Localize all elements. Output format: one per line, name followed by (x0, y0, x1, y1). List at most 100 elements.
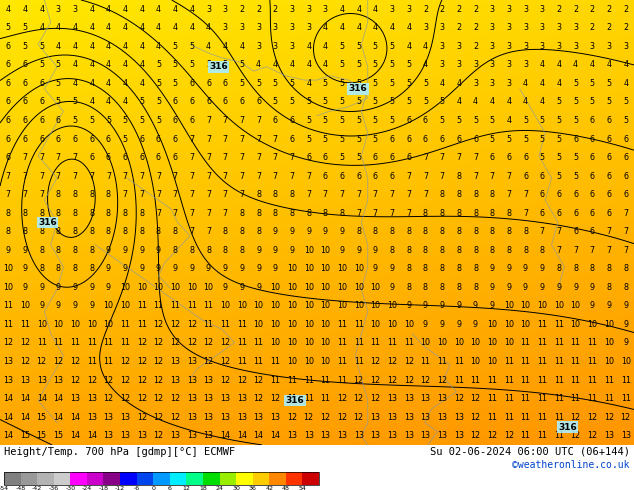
Text: 9: 9 (106, 246, 111, 255)
Text: 12: 12 (153, 339, 164, 347)
Text: 12: 12 (137, 357, 147, 366)
Text: 6: 6 (56, 116, 61, 125)
Text: 5: 5 (206, 60, 211, 70)
Text: 5: 5 (573, 153, 578, 162)
Text: 6: 6 (540, 190, 545, 199)
Text: 4: 4 (256, 60, 261, 70)
Text: 6: 6 (489, 153, 495, 162)
Text: 9: 9 (122, 246, 127, 255)
Text: 8: 8 (206, 246, 211, 255)
Text: 2: 2 (473, 42, 478, 51)
Text: 6: 6 (306, 153, 311, 162)
Text: 7: 7 (406, 172, 411, 181)
Text: 12: 12 (137, 413, 147, 421)
Text: 4: 4 (507, 98, 512, 106)
Text: 2: 2 (456, 24, 462, 32)
Text: 9: 9 (439, 320, 444, 329)
Text: 11: 11 (103, 339, 113, 347)
Text: 13: 13 (3, 357, 13, 366)
Text: 7: 7 (473, 172, 478, 181)
Text: 13: 13 (70, 394, 80, 403)
Text: 4: 4 (273, 60, 278, 70)
Text: 12: 12 (604, 413, 614, 421)
Text: 8: 8 (56, 264, 61, 273)
Text: 10: 10 (320, 301, 330, 310)
Text: 11: 11 (537, 357, 547, 366)
Text: 8: 8 (389, 227, 394, 236)
Text: 4: 4 (240, 42, 245, 51)
Text: 8: 8 (139, 227, 145, 236)
Text: 14: 14 (254, 431, 264, 440)
Text: 8: 8 (72, 246, 77, 255)
Text: 5: 5 (190, 42, 195, 51)
Text: 9: 9 (256, 283, 261, 292)
Text: 6: 6 (23, 98, 27, 106)
Text: 4: 4 (306, 60, 311, 70)
Text: 3: 3 (540, 5, 545, 14)
Text: 8: 8 (356, 227, 361, 236)
Text: 10: 10 (320, 246, 330, 255)
Text: 10: 10 (504, 301, 514, 310)
Text: 11: 11 (521, 431, 531, 440)
Text: 8: 8 (540, 246, 545, 255)
Text: 11: 11 (120, 320, 130, 329)
Text: 6: 6 (106, 153, 111, 162)
Text: 5: 5 (507, 135, 512, 144)
Text: 2: 2 (256, 5, 261, 14)
Text: 7: 7 (6, 172, 11, 181)
Text: 8: 8 (423, 283, 428, 292)
Text: 12: 12 (120, 375, 130, 385)
Text: 5: 5 (439, 116, 444, 125)
Text: 6: 6 (590, 227, 595, 236)
Text: 10: 10 (387, 301, 397, 310)
Text: 9: 9 (540, 283, 545, 292)
Text: 12: 12 (237, 375, 247, 385)
Text: 10: 10 (320, 283, 330, 292)
Text: -36: -36 (49, 486, 59, 490)
Text: 7: 7 (223, 135, 228, 144)
Text: 11: 11 (454, 375, 464, 385)
Text: 5: 5 (573, 98, 578, 106)
Text: 9: 9 (473, 301, 478, 310)
Text: 2: 2 (590, 24, 595, 32)
Text: 11: 11 (337, 339, 347, 347)
Text: 12: 12 (587, 431, 597, 440)
Text: 11: 11 (604, 394, 614, 403)
Text: 13: 13 (187, 357, 197, 366)
Text: 5: 5 (423, 98, 428, 106)
Text: 4: 4 (340, 24, 344, 32)
Text: 8: 8 (590, 264, 595, 273)
Text: 5: 5 (573, 116, 578, 125)
Text: 3: 3 (507, 60, 512, 70)
Text: 10: 10 (270, 283, 280, 292)
Text: 4: 4 (56, 42, 61, 51)
Text: 13: 13 (337, 431, 347, 440)
Text: 6: 6 (323, 172, 328, 181)
Text: 5: 5 (573, 79, 578, 88)
Text: 12: 12 (20, 357, 30, 366)
Text: 5: 5 (356, 79, 361, 88)
Text: 4: 4 (6, 5, 11, 14)
Text: 13: 13 (187, 394, 197, 403)
Text: 6: 6 (190, 116, 195, 125)
Bar (120, 472, 137, 485)
Text: 7: 7 (156, 209, 161, 218)
Text: 10: 10 (604, 357, 614, 366)
Text: 4: 4 (489, 98, 495, 106)
Text: 8: 8 (223, 246, 228, 255)
Text: 8: 8 (456, 264, 462, 273)
Text: 7: 7 (406, 190, 411, 199)
Text: 8: 8 (240, 227, 245, 236)
Text: 4: 4 (139, 42, 145, 51)
Bar (70, 472, 87, 485)
Text: -18: -18 (98, 486, 108, 490)
Text: 11: 11 (504, 413, 514, 421)
Text: 6: 6 (223, 79, 228, 88)
Text: 5: 5 (6, 24, 11, 32)
Text: 5: 5 (139, 98, 145, 106)
Text: 4: 4 (523, 79, 528, 88)
Text: 4: 4 (206, 42, 211, 51)
Text: 10: 10 (387, 320, 397, 329)
Text: 7: 7 (106, 172, 111, 181)
Text: 7: 7 (223, 190, 228, 199)
